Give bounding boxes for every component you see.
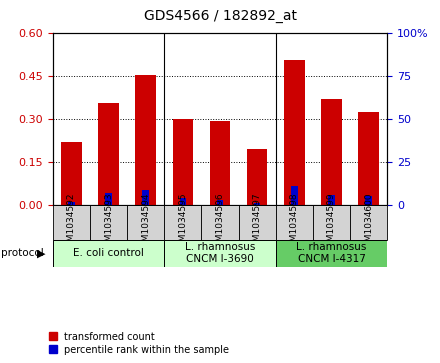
Bar [61, 142, 81, 205]
Text: GSM1034593: GSM1034593 [104, 192, 113, 253]
Bar [247, 149, 268, 205]
Bar [164, 205, 202, 240]
Bar [105, 193, 112, 205]
Bar [210, 121, 230, 205]
Bar [291, 186, 297, 205]
Bar [53, 240, 164, 267]
Text: GSM1034595: GSM1034595 [178, 192, 187, 253]
Bar [365, 196, 372, 205]
Text: GSM1034594: GSM1034594 [141, 192, 150, 253]
Bar [284, 60, 304, 205]
Text: GSM1034597: GSM1034597 [253, 192, 262, 253]
Bar [276, 240, 387, 267]
Bar [90, 205, 127, 240]
Text: GDS4566 / 182892_at: GDS4566 / 182892_at [143, 9, 297, 23]
Text: protocol: protocol [1, 248, 44, 258]
Bar [180, 198, 186, 205]
Bar [254, 203, 260, 205]
Bar [127, 205, 164, 240]
Bar [98, 103, 119, 205]
Bar [172, 119, 193, 205]
Bar [313, 205, 350, 240]
Bar [53, 205, 90, 240]
Bar [238, 205, 276, 240]
Bar [276, 205, 313, 240]
Bar [68, 202, 75, 205]
Text: L. rhamnosus
CNCM I-4317: L. rhamnosus CNCM I-4317 [296, 242, 367, 264]
Text: ▶: ▶ [37, 248, 45, 258]
Text: GSM1034600: GSM1034600 [364, 192, 373, 253]
Legend: transformed count, percentile rank within the sample: transformed count, percentile rank withi… [49, 331, 229, 355]
Bar [143, 189, 149, 205]
Bar [321, 99, 342, 205]
Bar [216, 200, 224, 205]
Bar [136, 75, 156, 205]
Bar [359, 112, 379, 205]
Text: E. coli control: E. coli control [73, 248, 144, 258]
Bar [164, 240, 276, 267]
Text: GSM1034599: GSM1034599 [327, 192, 336, 253]
Bar [202, 205, 238, 240]
Text: GSM1034596: GSM1034596 [216, 192, 224, 253]
Bar [350, 205, 387, 240]
Text: GSM1034592: GSM1034592 [67, 192, 76, 253]
Text: GSM1034598: GSM1034598 [290, 192, 299, 253]
Text: L. rhamnosus
CNCM I-3690: L. rhamnosus CNCM I-3690 [185, 242, 255, 264]
Bar [328, 195, 335, 205]
